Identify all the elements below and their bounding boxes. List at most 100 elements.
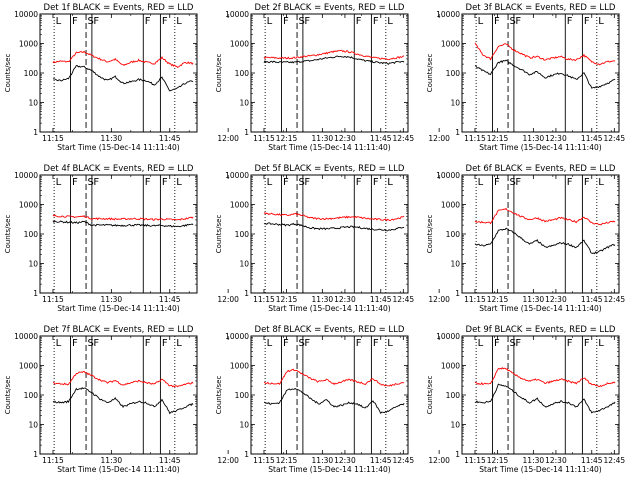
x-tick-label: 12:15 <box>487 134 509 143</box>
y-axis-label: Counts/sec <box>4 215 12 254</box>
y-axis-label: Counts/sec <box>426 376 434 415</box>
panel-title: Det 6f BLACK = Events, RED = LLD <box>466 164 616 174</box>
x-tick-label: 11:45 <box>159 456 181 465</box>
x-tick-label: 12:00 <box>217 456 239 465</box>
y-axis-label: Counts/sec <box>215 215 223 254</box>
y-tick-label: 10 <box>450 260 460 269</box>
series-events-line <box>474 227 616 255</box>
x-tick-label: 11:15 <box>253 456 275 465</box>
y-tick-label: 100 <box>24 69 39 78</box>
panel-det-5f: Det 5f BLACK = Events, RED = LLD 1 10 100 10… <box>215 164 625 313</box>
x-tick-label: 11:15 <box>464 134 486 143</box>
y-tick-label: 1 <box>244 289 249 298</box>
y-tick-label: 10 <box>28 260 38 269</box>
panel-title: Det 5f BLACK = Events, RED = LLD <box>255 164 405 174</box>
marker-label-F: F <box>567 338 573 349</box>
panel-det-1f: Det 1f BLACK = Events, RED = LLD 1 10 100 10… <box>4 3 414 152</box>
y-tick-label: 10 <box>239 99 249 108</box>
series-lld-line <box>474 207 616 226</box>
series-lld-line <box>263 212 405 222</box>
x-tick-label: 12:45 <box>393 134 415 143</box>
marker-label-F: F <box>304 16 310 27</box>
y-tick-label: 10 <box>450 99 460 108</box>
x-tick-label: 12:30 <box>545 456 567 465</box>
series-lld-line <box>52 50 194 68</box>
y-axis-label: Counts/sec <box>4 376 12 415</box>
x-tick-label: 11:15 <box>42 134 64 143</box>
x-tick-label: 12:15 <box>487 295 509 304</box>
x-axis-label: Start Time (15-Dec-14 11:11:40) <box>57 304 179 313</box>
marker-label-L: L <box>598 177 604 188</box>
series-events-line <box>474 59 616 89</box>
x-tick-label: 11:15 <box>253 295 275 304</box>
marker-label-F: F <box>72 16 78 27</box>
marker-label-L: L <box>56 338 62 349</box>
x-tick-label: 11:45 <box>370 295 392 304</box>
marker-label-F: F <box>584 338 590 349</box>
x-tick-label: 11:30 <box>101 134 123 143</box>
marker-label-L: L <box>598 16 604 27</box>
x-tick-label: 11:30 <box>523 134 545 143</box>
x-tick-label: 11:15 <box>42 456 64 465</box>
marker-label-S: S <box>510 338 516 349</box>
plot-frame <box>39 335 198 455</box>
x-tick-label: 11:45 <box>370 134 392 143</box>
y-tick-label: 10 <box>28 99 38 108</box>
y-tick-label: 10 <box>239 260 249 269</box>
y-tick-label: 1000 <box>441 40 460 49</box>
x-tick-label: 11:45 <box>581 456 603 465</box>
y-tick-label: 10000 <box>436 332 460 341</box>
x-tick-label: 12:15 <box>276 295 298 304</box>
plot-frame <box>461 335 620 455</box>
marker-label-S: S <box>510 16 516 27</box>
x-axis-label: Start Time (15-Dec-14 11:11:40) <box>57 143 179 152</box>
x-axis-label: Start Time (15-Dec-14 11:11:40) <box>479 465 601 474</box>
marker-label-F: F <box>304 177 310 188</box>
y-tick-label: 10000 <box>436 171 460 180</box>
x-tick-label: 11:30 <box>523 456 545 465</box>
marker-label-L: L <box>56 177 62 188</box>
x-tick-label: 12:15 <box>276 134 298 143</box>
panel-title: Det 2f BLACK = Events, RED = LLD <box>255 3 405 13</box>
x-tick-label: 11:15 <box>42 295 64 304</box>
marker-label-L: L <box>267 338 273 349</box>
y-tick-label: 100 <box>235 230 250 239</box>
series-events-line <box>474 383 616 414</box>
panel-det-8f: Det 8f BLACK = Events, RED = LLD 1 10 100 10… <box>215 325 625 474</box>
x-tick-label: 11:45 <box>159 295 181 304</box>
y-tick-label: 10 <box>239 421 249 430</box>
y-tick-label: 100 <box>24 230 39 239</box>
y-tick-label: 1 <box>33 450 38 459</box>
marker-label-S: S <box>88 16 94 27</box>
y-tick-label: 100 <box>24 391 39 400</box>
x-axis-label: Start Time (15-Dec-14 11:11:40) <box>268 143 390 152</box>
series-lld-line <box>263 49 405 61</box>
y-tick-label: 10000 <box>225 171 249 180</box>
y-tick-label: 1000 <box>230 40 249 49</box>
x-tick-label: 11:45 <box>370 456 392 465</box>
marker-label-F: F <box>515 338 521 349</box>
x-tick-label: 11:15 <box>253 134 275 143</box>
marker-label-L: L <box>176 338 182 349</box>
plot-frame <box>250 13 409 133</box>
plot-frame <box>250 174 409 294</box>
y-tick-label: 1 <box>455 128 460 137</box>
x-tick-label: 11:30 <box>312 295 334 304</box>
y-tick-label: 1000 <box>230 362 249 371</box>
plot-frame <box>39 174 198 294</box>
y-tick-label: 10000 <box>14 10 38 19</box>
x-axis-label: Start Time (15-Dec-14 11:11:40) <box>479 304 601 313</box>
marker-label-F: F <box>373 16 379 27</box>
y-tick-label: 1 <box>455 450 460 459</box>
y-axis-label: Counts/sec <box>215 54 223 93</box>
marker-label-F: F <box>72 177 78 188</box>
series-events-line <box>263 222 405 232</box>
marker-label-F: F <box>283 338 289 349</box>
marker-label-S: S <box>299 177 305 188</box>
marker-label-F: F <box>515 16 521 27</box>
x-tick-label: 11:30 <box>101 456 123 465</box>
x-tick-label: 12:00 <box>428 456 450 465</box>
series-lld-line <box>52 214 194 221</box>
x-tick-label: 11:30 <box>101 295 123 304</box>
marker-label-F: F <box>584 16 590 27</box>
